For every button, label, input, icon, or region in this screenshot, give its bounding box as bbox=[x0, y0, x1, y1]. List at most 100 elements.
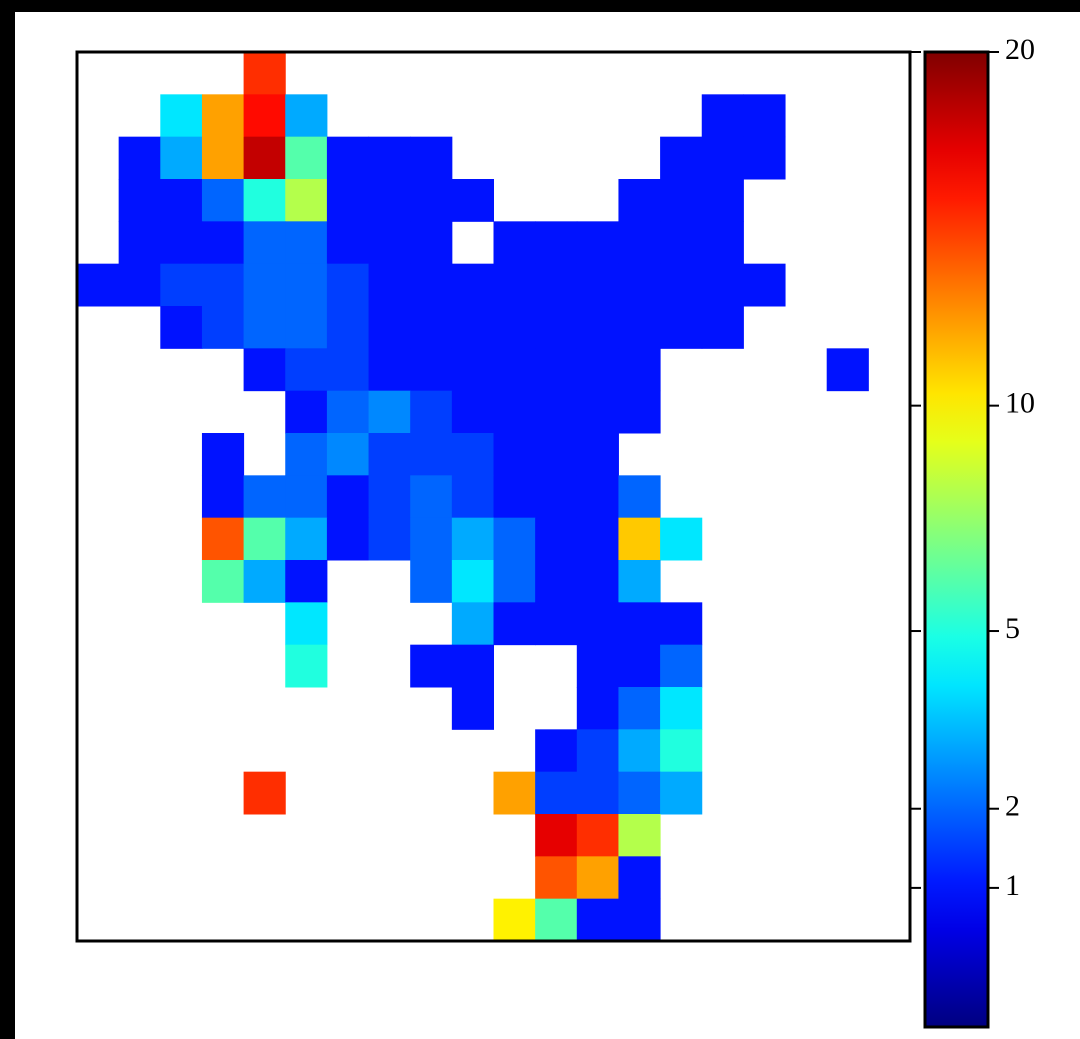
heatmap-cell bbox=[285, 475, 328, 519]
heatmap-cell bbox=[243, 348, 286, 392]
heatmap-cell bbox=[660, 136, 703, 180]
heatmap-cell bbox=[410, 475, 453, 519]
heatmap-cell bbox=[618, 263, 661, 307]
heatmap-cell bbox=[701, 94, 744, 138]
heatmap-cell bbox=[535, 263, 578, 307]
heatmap-cell bbox=[576, 814, 619, 857]
heatmap-cell bbox=[660, 644, 703, 688]
heatmap-cell bbox=[535, 475, 578, 519]
heatmap-cell bbox=[535, 856, 578, 900]
heatmap-cell bbox=[576, 517, 619, 561]
heatmap-cell bbox=[368, 475, 411, 519]
heatmap-cell bbox=[660, 602, 703, 646]
heatmap-cell bbox=[243, 475, 286, 519]
heatmap-cell bbox=[535, 814, 578, 857]
heatmap-cell bbox=[743, 136, 786, 180]
heatmap-cell bbox=[493, 390, 536, 434]
heatmap-cell bbox=[201, 475, 245, 519]
heatmap-cell bbox=[243, 263, 286, 307]
heatmap-cell bbox=[285, 560, 328, 603]
heatmap-cell bbox=[535, 560, 578, 603]
heatmap-cell bbox=[160, 179, 203, 222]
heatmap-cell bbox=[201, 560, 245, 603]
heatmap-cell bbox=[493, 517, 536, 561]
heatmap-cell bbox=[576, 475, 619, 519]
axes-frame bbox=[75, 50, 912, 943]
heatmap-cell bbox=[701, 136, 744, 180]
heatmap-cell bbox=[243, 179, 286, 222]
heatmap-cell bbox=[201, 179, 245, 222]
heatmap-cell bbox=[160, 136, 203, 180]
heatmap-cell bbox=[451, 644, 494, 688]
heatmap-cell bbox=[160, 263, 203, 307]
heatmap-cell bbox=[576, 560, 619, 603]
heatmap-cell bbox=[243, 221, 286, 265]
heatmap-cell bbox=[618, 898, 661, 942]
heatmap-cell bbox=[326, 306, 370, 349]
colorbar-tick-label: 10 bbox=[1005, 387, 1035, 420]
heatmap-cell bbox=[285, 433, 328, 476]
heatmap-cell bbox=[618, 814, 661, 857]
heatmap-cell bbox=[493, 898, 536, 942]
heatmap-cell bbox=[410, 263, 453, 307]
heatmap-cell bbox=[576, 687, 619, 730]
heatmap-cell bbox=[618, 348, 661, 392]
heatmap-cell bbox=[493, 475, 536, 519]
colorbar bbox=[923, 50, 990, 1029]
heatmap-cell bbox=[410, 221, 453, 265]
heatmap-cell bbox=[576, 433, 619, 476]
heatmap-cell bbox=[493, 263, 536, 307]
heatmap-cell bbox=[701, 263, 744, 307]
heatmap-cell bbox=[493, 348, 536, 392]
heatmap-cell bbox=[535, 898, 578, 942]
heatmap-cell bbox=[535, 729, 578, 773]
heatmap-cell bbox=[576, 856, 619, 900]
heatmap-cell bbox=[618, 856, 661, 900]
heatmap-cell bbox=[285, 306, 328, 349]
heatmap-cell bbox=[326, 475, 370, 519]
heatmap-cell bbox=[618, 771, 661, 815]
heatmap-cell bbox=[410, 390, 453, 434]
heatmap-cell bbox=[410, 136, 453, 180]
heatmap-cell bbox=[618, 179, 661, 222]
heatmap-cell bbox=[618, 475, 661, 519]
heatmap-cell bbox=[201, 136, 245, 180]
heatmap-cell bbox=[410, 348, 453, 392]
heatmap-cell bbox=[118, 179, 161, 222]
heatmap-cell bbox=[285, 221, 328, 265]
colorbar-tick-label: 1 bbox=[1005, 869, 1020, 902]
heatmap-cell bbox=[660, 221, 703, 265]
heatmap-cell bbox=[410, 560, 453, 603]
heatmap-cell bbox=[368, 390, 411, 434]
heatmap-cell bbox=[826, 348, 869, 392]
heatmap-cell bbox=[618, 517, 661, 561]
heatmap-cell bbox=[326, 136, 370, 180]
heatmap-cell bbox=[493, 560, 536, 603]
heatmap-cell bbox=[368, 306, 411, 349]
heatmap-cell bbox=[743, 263, 786, 307]
heatmap-cell bbox=[576, 221, 619, 265]
heatmap-cell bbox=[701, 179, 744, 222]
heatmap-cell bbox=[576, 348, 619, 392]
heatmap-cell bbox=[660, 306, 703, 349]
heatmap-cell bbox=[368, 179, 411, 222]
heatmap-cell bbox=[201, 221, 245, 265]
heatmap-cell bbox=[201, 94, 245, 138]
heatmap-cell bbox=[660, 517, 703, 561]
heatmap-cell bbox=[576, 306, 619, 349]
heatmap-cell bbox=[410, 644, 453, 688]
heatmap-cell bbox=[451, 263, 494, 307]
heatmap-cell bbox=[201, 263, 245, 307]
heatmap-cell bbox=[618, 221, 661, 265]
heatmap-cell bbox=[201, 306, 245, 349]
heatmap-cell bbox=[326, 390, 370, 434]
colorbar-tick-label: 20 bbox=[1005, 33, 1035, 66]
heatmap-cell bbox=[243, 94, 286, 138]
heatmap-cell bbox=[160, 94, 203, 138]
heatmap-cell bbox=[451, 179, 494, 222]
heatmap-cell bbox=[576, 644, 619, 688]
heatmap-cell bbox=[326, 221, 370, 265]
heatmap-cell bbox=[368, 136, 411, 180]
